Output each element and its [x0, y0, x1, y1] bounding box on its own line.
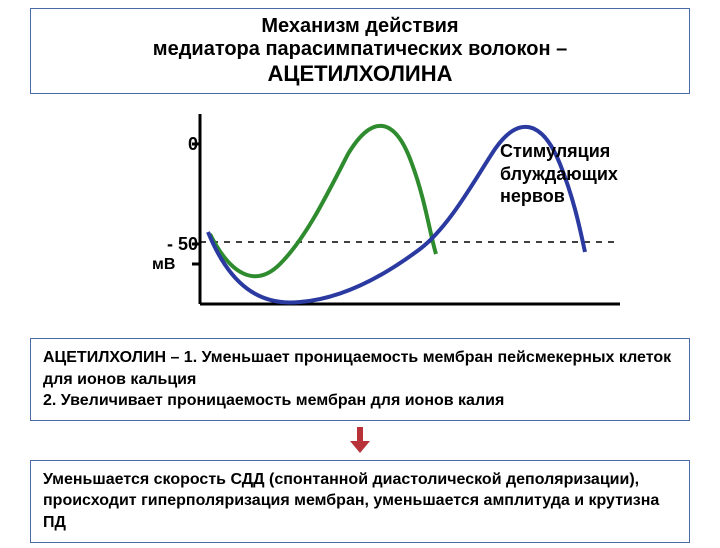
ytick-label-0: 0: [138, 134, 198, 155]
chart-annotation-line-1: Стимуляция: [500, 140, 618, 163]
info-box-2-text: Уменьшается скорость СДД (спонтанной диа…: [43, 471, 659, 531]
info-box-1-prefix: АЦЕТИЛХОЛИН: [43, 349, 166, 366]
chart-annotation-line-2: блуждающих: [500, 163, 618, 186]
title-box: Механизм действия медиатора парасимпатич…: [30, 8, 690, 94]
title-line-2: медиатора парасимпатических волокон –: [41, 38, 679, 61]
info-box-1: АЦЕТИЛХОЛИН – 1. Уменьшает проницаемость…: [30, 338, 690, 421]
chart-area: 0 - 50 мВ Стимуляция блуждающих нервов: [80, 104, 640, 324]
title-line-3: АЦЕТИЛХОЛИНА: [41, 61, 679, 87]
info-box-1-text2: 2. Увеличивает проницаемость мембран для…: [43, 392, 504, 409]
info-box-2: Уменьшается скорость СДД (спонтанной диа…: [30, 460, 690, 543]
chart-annotation: Стимуляция блуждающих нервов: [500, 140, 618, 208]
chart-annotation-line-3: нервов: [500, 185, 618, 208]
arrow-wrap: [0, 427, 720, 458]
ytick-label-50: - 50: [138, 234, 198, 255]
series-baseline: [210, 126, 436, 276]
title-line-1: Механизм действия: [41, 15, 679, 38]
y-unit: мВ: [152, 256, 175, 274]
arrow-down-icon: [350, 427, 370, 453]
